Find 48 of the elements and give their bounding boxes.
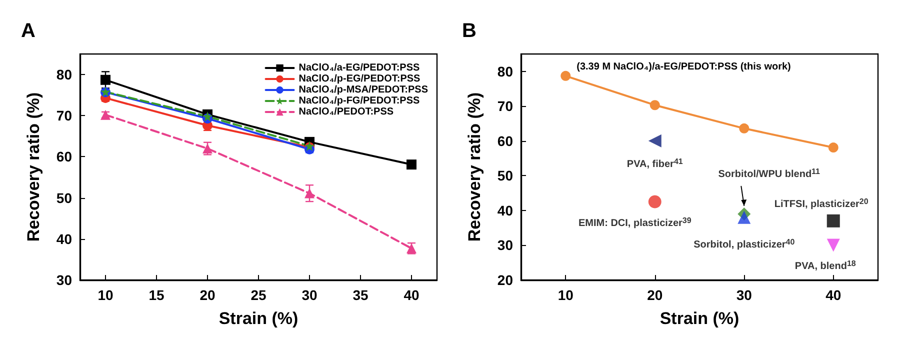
x-tick-label: 25 — [250, 287, 266, 303]
x-tick-label: 35 — [352, 287, 368, 303]
y-tick-label: 60 — [56, 148, 72, 165]
legend-label: NaClO₄/p-FG/PEDOT:PSS — [298, 96, 420, 106]
y-tick-label: 20 — [497, 272, 514, 288]
legend-label: NaClO₄/p-MSA/PEDOT:PSS — [298, 84, 428, 96]
x-axis-title: Strain (%) — [218, 309, 298, 328]
x-tick-label: 30 — [736, 287, 752, 303]
x-tick-label: 20 — [200, 287, 216, 303]
y-tick-label: 50 — [497, 168, 514, 184]
point — [826, 238, 840, 252]
x-axis-title: Strain (%) — [660, 309, 740, 328]
y-axis-title: Recovery ratio (%) — [465, 92, 484, 242]
point — [650, 100, 660, 110]
x-tick-label: 30 — [302, 287, 318, 303]
y-tick-label: 80 — [56, 66, 72, 83]
legend-label: NaClO₄/p-EG/PEDOT:PSS — [298, 74, 421, 84]
point — [828, 142, 838, 153]
point — [648, 195, 662, 208]
x-tick-label: 10 — [98, 287, 114, 303]
series-label: (3.39 M NaClO₄)/a-EG/PEDOT:PSS (this work) — [576, 61, 791, 72]
x-tick-label: 40 — [404, 287, 420, 303]
chart-title: A — [21, 20, 36, 42]
y-tick-label: 30 — [497, 237, 514, 254]
point — [648, 134, 662, 148]
point — [739, 123, 750, 134]
point — [826, 214, 840, 228]
y-tick-label: 50 — [56, 190, 72, 206]
y-tick-label: 70 — [56, 108, 72, 124]
y-axis-title: Recovery ratio (%) — [24, 92, 43, 242]
chart-title: B — [462, 20, 476, 42]
y-tick-label: 70 — [497, 98, 514, 114]
point — [738, 210, 751, 224]
point — [100, 74, 110, 85]
y-tick-label: 40 — [497, 202, 514, 218]
legend-label: NaClO₄/a-EG/PEDOT:PSS — [298, 62, 420, 74]
x-tick-label: 10 — [558, 287, 574, 303]
y-tick-label: 60 — [497, 132, 514, 149]
y-tick-label: 30 — [56, 272, 72, 288]
x-tick-label: 20 — [647, 287, 663, 303]
x-tick-label: 15 — [148, 287, 164, 303]
y-tick-label: 80 — [497, 63, 514, 80]
x-tick-label: 40 — [826, 287, 842, 303]
point — [406, 160, 416, 170]
legend-label: NaClO₄/PEDOT:PSS — [298, 106, 394, 118]
y-tick-label: 40 — [56, 230, 72, 247]
point — [560, 70, 571, 81]
point — [304, 188, 314, 198]
